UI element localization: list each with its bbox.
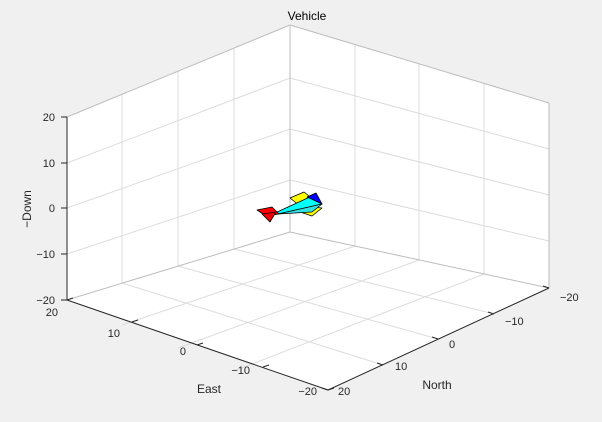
east-tick-labels: 20 10 0 −10 −20	[46, 307, 317, 398]
north-tick-label: −10	[505, 316, 524, 328]
floor	[67, 232, 549, 390]
east-tick-label: 0	[180, 346, 186, 358]
north-tick-label: −20	[560, 292, 579, 304]
vehicle-aircraft[interactable]	[256, 191, 323, 223]
north-tick-label: 10	[395, 361, 407, 373]
z-tick-label: 0	[49, 203, 55, 215]
z-tick-label: 20	[43, 112, 55, 124]
north-tick-labels: −20 −10 0 10 20	[338, 292, 579, 398]
axes-box	[66, 24, 550, 301]
north-axis-label: North	[422, 378, 451, 392]
figure-title: Vehicle	[288, 9, 327, 23]
east-tick-label: −10	[231, 365, 250, 377]
vehicle-fuselage-lower	[277, 203, 323, 215]
z-axis-label: −Down	[20, 190, 34, 228]
z-tick-label: −10	[36, 249, 55, 261]
axes-main-lines	[61, 116, 550, 391]
vehicle-tail-vertical	[261, 211, 277, 223]
east-axis-label: East	[197, 382, 222, 396]
east-tick-label: −20	[298, 386, 317, 398]
z-tick-label: 10	[43, 158, 55, 170]
grid-lines	[66, 45, 550, 372]
north-tick-label: 20	[338, 386, 350, 398]
z-tick-labels: 20 10 0 −10 −20	[36, 112, 55, 307]
east-tick-label: 20	[46, 307, 58, 319]
east-tick-label: 10	[108, 328, 120, 340]
vehicle-nose	[306, 192, 323, 205]
z-tick-label: −20	[36, 295, 55, 307]
north-tick-label: 0	[449, 339, 455, 351]
